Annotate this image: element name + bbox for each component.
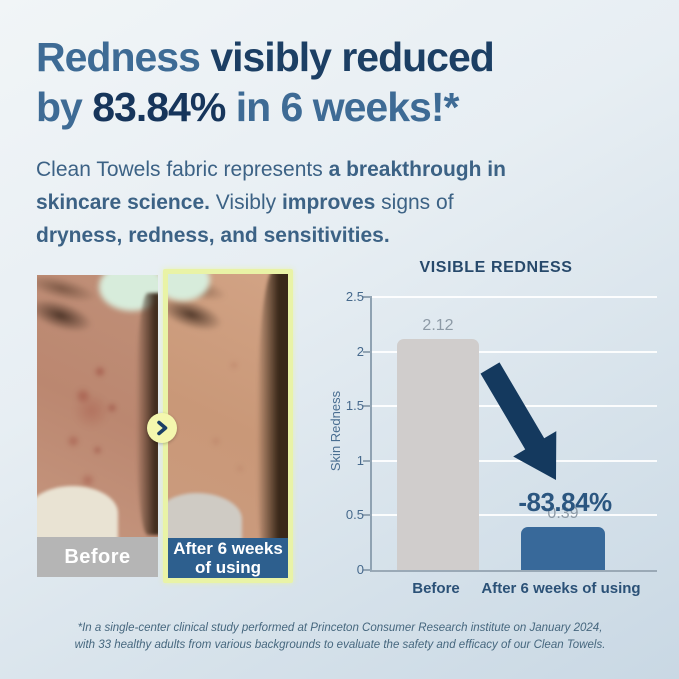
after-label-line-2: of using [194, 558, 262, 577]
chart-bar [397, 338, 479, 570]
after-photo-frame: After 6 weeks of using [163, 269, 293, 583]
headline: Redness visibly reduced by 83.84% in 6 w… [36, 32, 656, 132]
gridline [372, 296, 657, 298]
arrow-shape [480, 362, 557, 480]
y-tick-label: 0.5 [345, 507, 364, 523]
shirt-shape [37, 486, 119, 541]
body-line-1: Clean Towels fabric represents a breakth… [36, 153, 616, 186]
after-label-line-1: After 6 weeks [173, 539, 283, 558]
y-tick-label: 1 [356, 452, 364, 468]
after-photo: After 6 weeks of using [168, 274, 288, 578]
text-segment: a breakthrough in [328, 158, 506, 181]
body-copy: Clean Towels fabric represents a breakth… [36, 153, 616, 252]
text-segment: Clean Towels fabric represents [36, 158, 329, 181]
disclaimer: *In a single-center clinical study perfo… [40, 620, 640, 654]
text-segment: Visibly [209, 191, 282, 214]
after-label-band: After 6 weeks of using [168, 538, 288, 578]
text-segment: 83.84% [92, 84, 226, 130]
redness-chart: VISIBLE REDNESS Skin Redness 2.12 0.39 -8… [320, 255, 672, 605]
y-tick-label: 2 [356, 343, 364, 359]
headline-line-1: Redness visibly reduced [36, 32, 656, 82]
shirt-shape [168, 492, 243, 542]
disclaimer-line-1: *In a single-center clinical study perfo… [77, 622, 603, 634]
bar-value-label: 2.12 [422, 316, 454, 334]
axis-tick [363, 296, 372, 298]
text-segment: Redness [36, 34, 211, 80]
text-segment: improves [281, 191, 376, 214]
axis-tick [363, 350, 372, 353]
axis-tick [363, 514, 372, 517]
text-segment: by [36, 84, 93, 130]
text-segment: skincare science. [36, 191, 210, 214]
axis-tick [363, 405, 372, 408]
text-segment: in 6 weeks!* [225, 84, 460, 130]
gridline [372, 514, 657, 517]
headline-line-2: by 83.84% in 6 weeks!* [36, 82, 656, 132]
y-tick-label: 1.5 [345, 398, 364, 414]
percent-change-label: -83.84% [518, 487, 612, 517]
chevron-right-icon [157, 420, 168, 436]
decrease-arrow [480, 362, 557, 480]
text-segment: visibly reduced [210, 34, 495, 80]
before-label-band: Before [37, 537, 158, 577]
text-segment: signs of [375, 191, 454, 214]
y-axis-label: Skin Redness [328, 390, 343, 472]
axis-tick [363, 569, 372, 571]
text-segment: dryness, redness, and sensitivities. [36, 224, 390, 247]
gridline [372, 459, 657, 462]
y-tick-label: 0 [356, 562, 364, 577]
before-label: Before [64, 545, 131, 568]
disclaimer-line-2: with 33 healthy adults from various back… [74, 639, 606, 651]
y-tick-label: 2.5 [345, 289, 364, 304]
chart-bar [521, 527, 605, 570]
body-line-3: dryness, redness, and sensitivities. [36, 219, 616, 252]
gridline [372, 350, 657, 353]
plot-area: 2.12 0.39 [363, 296, 657, 572]
x-category-label: After 6 weeks of using [481, 580, 641, 597]
hair-shape [256, 274, 288, 578]
chevron-badge [147, 413, 177, 443]
body-line-2: skincare science. Visibly improves signs… [36, 186, 616, 219]
bar-value-label: 0.39 [547, 505, 579, 523]
before-photo: Before [37, 275, 158, 577]
x-category-label: Before [412, 580, 460, 597]
chart-title: VISIBLE REDNESS [419, 259, 573, 276]
axis-tick [363, 459, 372, 462]
